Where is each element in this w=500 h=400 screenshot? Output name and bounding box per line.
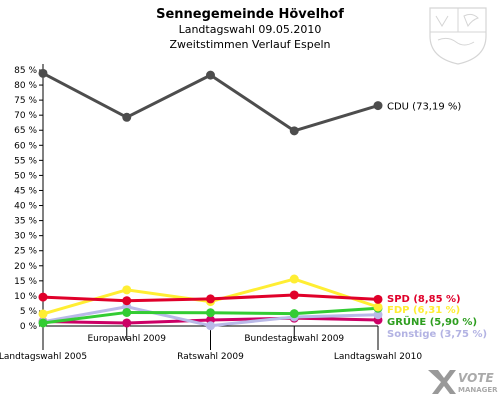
- vote-manager-logo: VOTE MANAGER: [428, 370, 498, 394]
- series-label-sonstige: Sonstige (3,75 %): [387, 329, 487, 340]
- y-tick-label: 85 %: [14, 66, 37, 76]
- data-point-cdu: [206, 70, 215, 80]
- data-point-spd: [38, 292, 48, 302]
- x-category-label: Bundestagswahl 2009: [244, 334, 344, 344]
- y-tick-label: 20 %: [14, 262, 37, 272]
- data-point-spd: [122, 296, 132, 306]
- data-point-grüne: [289, 309, 299, 319]
- series-label-spd: SPD (8,85 %): [387, 294, 461, 305]
- y-tick-label: 50 %: [14, 171, 37, 181]
- data-point-cdu: [373, 101, 383, 111]
- data-point-fdp: [373, 302, 383, 312]
- y-tick-label: 0 %: [20, 322, 38, 332]
- series-label-fdp: FDP (6,31 %): [387, 305, 460, 316]
- y-tick-label: 60 %: [14, 141, 37, 151]
- data-point-cdu: [38, 68, 48, 78]
- coat-of-arms-icon: [429, 7, 487, 65]
- y-tick-label: 55 %: [14, 156, 37, 166]
- data-point-cdu: [289, 126, 299, 136]
- series-label-cdu: CDU (73,19 %): [387, 102, 461, 113]
- y-tick-label: 25 %: [14, 247, 37, 257]
- chart-title: Sennegemeinde Hövelhof: [156, 7, 344, 22]
- series-labels: CDU (73,19 %) SPD (8,85 %)FDP (6,31 %)GRÜ…: [387, 102, 487, 340]
- data-point-spd: [289, 290, 299, 300]
- data-point-grüne: [206, 308, 215, 318]
- x-category-label: Landtagswahl 2005: [0, 352, 87, 362]
- y-tick-label: 15 %: [14, 277, 37, 287]
- x-category-label: Ratswahl 2009: [177, 352, 244, 362]
- y-tick-label: 30 %: [14, 232, 37, 242]
- y-tick-label: 40 %: [14, 202, 37, 212]
- data-point-andere: [122, 318, 132, 328]
- data-point-sonstige: [206, 321, 215, 331]
- logo-text-vote: VOTE: [458, 371, 494, 385]
- data-point-spd: [206, 294, 215, 304]
- y-tick-label: 80 %: [14, 81, 37, 91]
- y-tick-label: 75 %: [14, 96, 37, 106]
- axes: 0 % 5 % 10 % 15 % 20 % 25 % 30 % 35 % 40 % 45 % 50…: [0, 64, 422, 362]
- data-point-fdp: [289, 274, 299, 284]
- x-category-label: Landtagswahl 2010: [334, 352, 423, 362]
- y-tick-label: 70 %: [14, 111, 37, 121]
- y-tick-label: 65 %: [14, 126, 37, 136]
- y-tick-label: 10 %: [14, 292, 37, 302]
- series-layer: [38, 68, 383, 331]
- series-label-grüne: GRÜNE (5,90 %): [387, 314, 477, 328]
- data-point-cdu: [122, 112, 132, 122]
- data-point-fdp: [122, 285, 132, 295]
- data-point-sonstige: [373, 310, 383, 320]
- data-point-grüne: [38, 318, 48, 328]
- logo-text-manager: MANAGER: [458, 386, 498, 394]
- logo-x-icon: [428, 370, 456, 394]
- x-category-label: Europawahl 2009: [88, 334, 167, 344]
- data-point-spd: [373, 294, 383, 304]
- chart-subtitle-2: Zweitstimmen Verlauf Espeln: [170, 38, 331, 51]
- data-point-fdp: [38, 309, 48, 319]
- y-tick-label: 45 %: [14, 186, 37, 196]
- series-line-cdu: [42, 71, 379, 133]
- y-tick-label: 35 %: [14, 217, 37, 227]
- data-point-grüne: [122, 307, 132, 317]
- y-tick-label: 5 %: [20, 307, 38, 317]
- chart-subtitle-1: Landtagswahl 09.05.2010: [179, 23, 322, 36]
